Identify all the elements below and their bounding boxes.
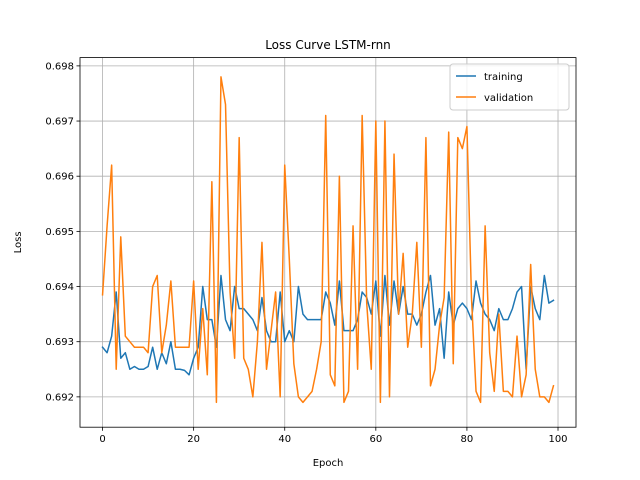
series-group [101, 76, 555, 404]
legend: training validation [449, 63, 570, 111]
y-tick-label: 0.696 [45, 172, 74, 183]
x-tick-label: 80 [461, 434, 474, 445]
y-tick-label: 0.693 [45, 337, 74, 348]
x-tick-label: 20 [187, 434, 200, 445]
x-axis-label: Epoch [313, 458, 344, 469]
legend-box [449, 63, 570, 111]
y-tick-label: 0.695 [45, 227, 74, 238]
y-tick-label: 0.697 [45, 117, 74, 128]
series-line-training [101, 274, 555, 376]
legend-label-training: training [484, 72, 523, 83]
plot-frame [79, 57, 577, 428]
y-tick-label: 0.694 [45, 282, 74, 293]
series-line-validation [101, 76, 555, 404]
x-tick-label: 60 [369, 434, 382, 445]
chart-title: Loss Curve LSTM-rnn [265, 38, 391, 52]
x-tick-label: 0 [99, 434, 105, 445]
legend-label-validation: validation [484, 93, 533, 104]
y-tick-label: 0.698 [45, 61, 74, 72]
ticks: 0 20 40 60 80 100 0.692 0.693 0.694 0.695 0.696 0.6… [45, 61, 567, 445]
x-tick-label: 100 [548, 434, 567, 445]
y-axis-label: Loss [13, 231, 24, 253]
y-tick-label: 0.692 [45, 392, 74, 403]
x-tick-label: 40 [278, 434, 291, 445]
